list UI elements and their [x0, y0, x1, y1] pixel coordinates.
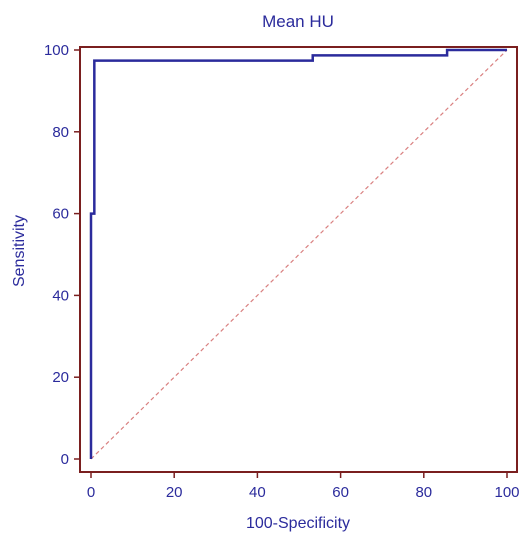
y-axis-label: Sensitivity: [11, 215, 28, 287]
y-axis: 0 20 40 60 80 100: [44, 42, 80, 468]
reference-diagonal-line: [90, 49, 508, 460]
x-tick-label: 100: [494, 484, 519, 501]
x-tick-label: 40: [249, 484, 266, 501]
y-tick-label: 100: [44, 42, 69, 59]
x-tick-label: 80: [415, 484, 432, 501]
x-axis-label: 100-Specificity: [246, 515, 350, 532]
y-tick-label: 80: [52, 124, 69, 141]
x-tick-label: 20: [166, 484, 183, 501]
y-tick-label: 0: [61, 451, 69, 468]
y-tick-label: 20: [52, 369, 69, 386]
y-tick-label: 60: [52, 206, 69, 223]
x-axis: 0 20 40 60 80 100: [87, 472, 520, 501]
x-tick-label: 0: [87, 484, 95, 501]
roc-curve-line: [89, 48, 507, 459]
x-tick-label: 60: [332, 484, 349, 501]
plot-frame: [79, 46, 518, 473]
chart-title: Mean HU: [262, 12, 334, 31]
y-tick-label: 40: [52, 287, 69, 304]
